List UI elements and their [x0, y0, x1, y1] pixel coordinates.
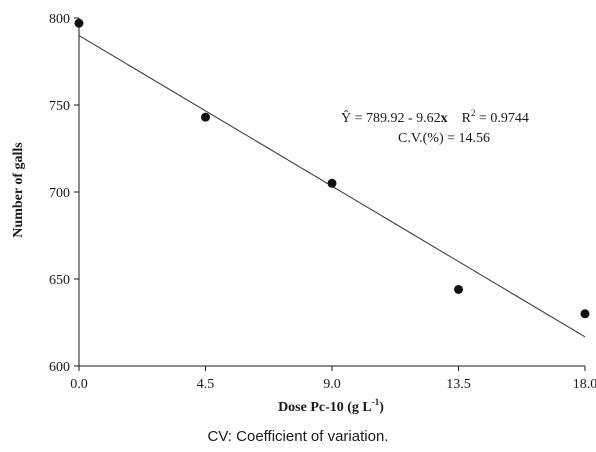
y-tick-label: 650 [49, 273, 70, 288]
data-point [580, 309, 590, 319]
y-tick-label: 750 [49, 99, 70, 114]
y-tick-label: 700 [49, 186, 70, 201]
y-tick-label: 600 [49, 360, 70, 375]
data-point [74, 18, 84, 28]
x-tick-label: 13.5 [446, 377, 471, 392]
scatter-chart: 600 650 700 750 800 0.0 4.5 9.0 13.5 18.0 Number … [11, 12, 596, 415]
y-tick-label: 800 [49, 12, 70, 27]
data-point [454, 284, 463, 294]
cv-text: C.V.(%) = 14.56 [398, 131, 490, 146]
x-tick-label: 9.0 [323, 377, 341, 392]
data-point [201, 112, 210, 122]
x-tick-label: 4.5 [197, 377, 215, 392]
x-tick-label: 18.0 [573, 377, 596, 392]
regression-equation: Ŷ = 789.92 - 9.62x R2 = 0.9744 [341, 108, 529, 126]
data-point [327, 178, 337, 188]
y-axis-title: Number of galls [11, 142, 26, 238]
figure-caption: CV: Coefficient of variation. [207, 428, 389, 445]
x-axis-title: Dose Pc-10 (g L-1) [278, 397, 384, 415]
x-tick-label: 0.0 [70, 377, 88, 392]
